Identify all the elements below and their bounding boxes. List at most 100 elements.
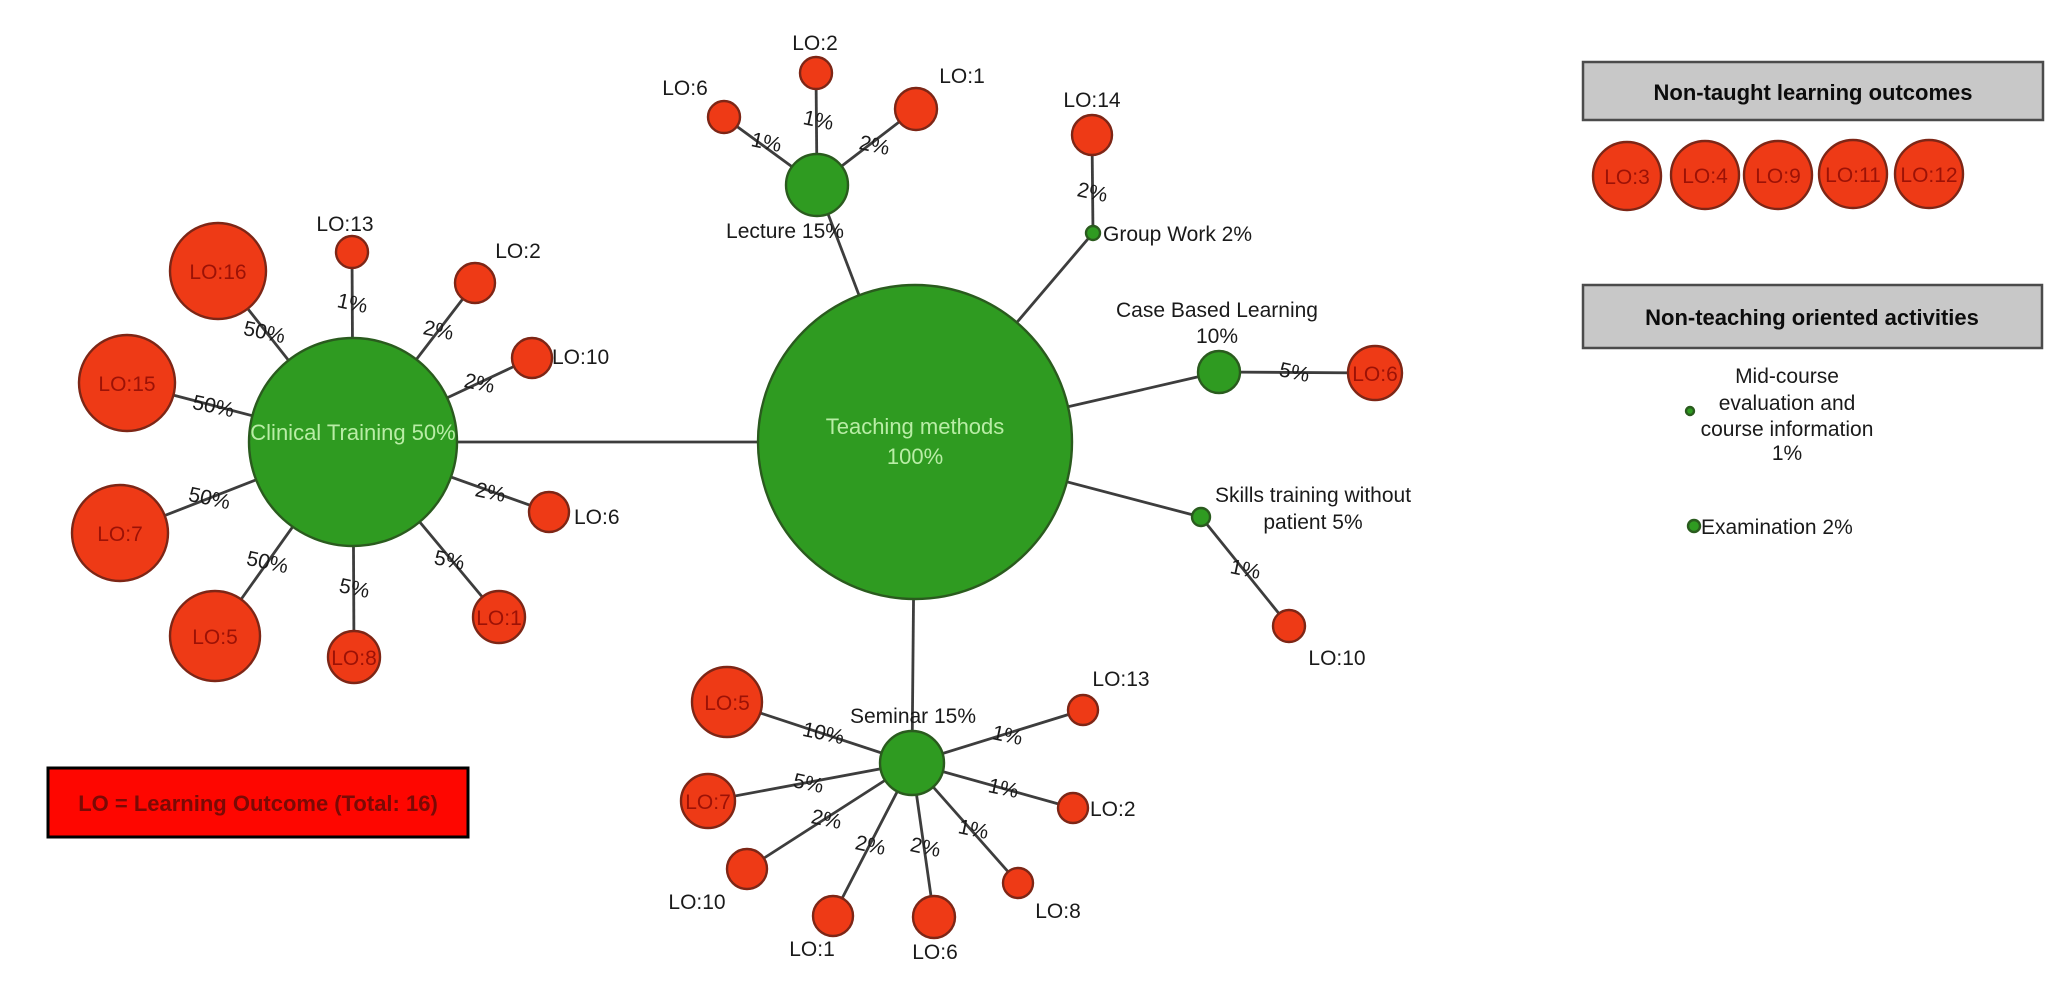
seminar-lo8-label: LO:8 [1035, 900, 1081, 923]
node-group-work [1084, 224, 1102, 242]
midcourse-line4: 1% [1772, 442, 1802, 465]
legend-lo12-node [1893, 138, 1965, 210]
midcourse-line2: evaluation and [1719, 392, 1856, 415]
clinical-lo2-node [453, 261, 497, 305]
clinical-lo10-label: LO:10 [552, 346, 609, 369]
seminar-lo13-label: LO:13 [1092, 668, 1149, 691]
clinical-lo2-label: LO:2 [495, 240, 541, 263]
lecture-lo2-percent: 1% [801, 106, 835, 135]
skills-lo10-label: LO:10 [1308, 647, 1365, 670]
clinical-lo6-percent: 2% [473, 478, 507, 507]
clinical-lo10-percent: 2% [462, 369, 496, 398]
node-lecture [784, 152, 850, 218]
clinical-lo13-node [334, 234, 370, 270]
clinical-lo15-node [77, 333, 177, 433]
node-teaching-methods [756, 283, 1074, 601]
seminar-lo5-label: LO:5 [704, 692, 750, 715]
clinical-lo15-percent: 50% [190, 391, 236, 422]
clinical-training-label: Clinical Training 50% [250, 420, 455, 445]
seminar-lo8-node [1001, 866, 1035, 900]
casebased-lo6-node [1346, 344, 1404, 402]
nodes [70, 55, 1404, 940]
legend-lo12-label: LO:12 [1900, 164, 1957, 187]
legend-activities-box [1581, 283, 2044, 350]
seminar-lo8-percent: 1% [956, 815, 990, 844]
clinical-lo7-node [70, 483, 170, 583]
seminar-lo2-node [1056, 791, 1090, 825]
seminar-lo2-percent: 1% [986, 774, 1020, 803]
seminar-lo6-percent: 2% [908, 833, 942, 862]
lecture-lo1-label: LO:1 [939, 65, 985, 88]
clinical-lo13-label: LO:13 [316, 213, 373, 236]
clinical-lo1-percent: 5% [432, 546, 466, 575]
seminar-lo6-node [911, 894, 957, 940]
node-clinical-training [247, 336, 459, 548]
legend-non-taught: Non-taught learning outcomes LO:3 LO:4 L… [1581, 60, 2045, 212]
minor-branch-labels: LO:14 2% LO:6 5% LO:10 1% [1063, 89, 1397, 670]
groupwork-lo14-node [1070, 113, 1114, 157]
examination-label: Examination 2% [1701, 516, 1853, 539]
legend-lo9-label: LO:9 [1755, 165, 1801, 188]
groupwork-lo14-label: LO:14 [1063, 89, 1121, 112]
legend-lo3-node [1591, 140, 1663, 212]
legend-non-taught-box [1581, 60, 2045, 122]
legend-lo3-label: LO:3 [1604, 166, 1650, 189]
clinical-lo6-node [527, 490, 571, 534]
seminar-lo5-node [690, 665, 764, 739]
legend-lo11-label: LO:11 [1825, 164, 1881, 187]
node-seminar [878, 729, 946, 797]
clinical-lo8-percent: 5% [337, 574, 371, 603]
seminar-lo1-percent: 2% [853, 831, 887, 860]
lecture-lo6-label: LO:6 [662, 77, 708, 100]
seminar-lo6-label: LO:6 [912, 941, 958, 964]
lecture-lo2-label: LO:2 [792, 32, 838, 55]
clinical-lo6-label: LO:6 [574, 506, 620, 529]
seminar-lo5-percent: 10% [800, 718, 846, 749]
seminar-lo1-label: LO:1 [789, 938, 835, 961]
seminar-lo7-percent: 5% [791, 769, 825, 798]
legend-activities-title: Non-teaching oriented activities [1645, 305, 1979, 330]
clinical-lo10-node [510, 336, 554, 380]
lecture-branch-labels: LO:6 1% LO:2 1% LO:1 2% [662, 32, 985, 160]
clinical-lo5-label: LO:5 [192, 626, 238, 649]
skills-lo10-percent: 1% [1228, 555, 1262, 584]
seminar-branch-labels: LO:5 10% LO:7 5% LO:10 2% LO:1 2% LO:6 2… [668, 668, 1149, 964]
case-based-label: Case Based Learning [1116, 299, 1318, 322]
clinical-lo15-label: LO:15 [98, 373, 155, 396]
note-box [46, 766, 470, 839]
midcourse-line3: course information [1701, 418, 1874, 441]
legend-activities: Non-teaching oriented activities Mid-cou… [1581, 283, 2044, 539]
midcourse-dot [1684, 405, 1696, 417]
case-based-percent: 10% [1196, 325, 1238, 348]
legend-lo9-node [1742, 139, 1814, 211]
clinical-lo8-label: LO:8 [331, 647, 377, 670]
clinical-lo5-node [168, 589, 262, 683]
legend-lo11-node [1817, 138, 1889, 210]
seminar-lo2-label: LO:2 [1090, 798, 1136, 821]
clinical-lo1-label: LO:1 [476, 607, 522, 630]
seminar-lo7-label: LO:7 [685, 791, 731, 814]
casebased-lo6-percent: 5% [1277, 358, 1311, 387]
teaching-methods-percent: 100% [887, 444, 943, 469]
lecture-label: Lecture 15% [726, 220, 844, 243]
lecture-lo2-node [798, 55, 834, 91]
legend-non-taught-title: Non-taught learning outcomes [1654, 80, 1973, 105]
note-label: LO = Learning Outcome (Total: 16) [78, 791, 438, 816]
clinical-lo5-percent: 50% [244, 547, 290, 578]
clinical-lo13-percent: 1% [335, 289, 369, 318]
skills-training-label: Skills training without [1215, 484, 1411, 507]
seminar-lo13-node [1066, 693, 1100, 727]
clinical-lo8-node [326, 629, 382, 685]
edge-seminar-lo7 [707, 761, 913, 803]
midcourse-line1: Mid-course [1735, 365, 1839, 388]
group-work-label: Group Work 2% [1103, 223, 1252, 246]
clinical-lo16-percent: 50% [241, 317, 287, 348]
lecture-lo1-percent: 2% [857, 131, 891, 160]
lecture-lo1-node [893, 86, 939, 132]
clinical-lo7-label: LO:7 [97, 523, 143, 546]
note-group: LO = Learning Outcome (Total: 16) [46, 766, 470, 839]
casebased-lo6-label: LO:6 [1352, 363, 1398, 386]
node-case-based-learning [1196, 349, 1242, 395]
